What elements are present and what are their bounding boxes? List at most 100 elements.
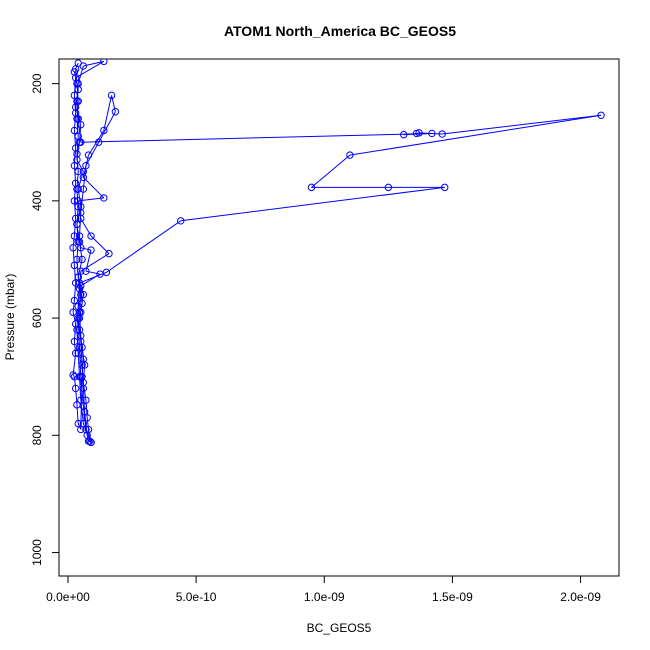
x-tick-label: 5.0e-10 <box>176 590 217 604</box>
series-line-segment <box>311 154 351 188</box>
series-line-segment <box>79 235 82 248</box>
data-point <box>79 355 88 363</box>
data-point <box>102 268 111 277</box>
data-point <box>100 194 108 202</box>
data-point <box>70 126 79 135</box>
data-point <box>87 438 95 447</box>
data-point <box>74 59 82 67</box>
y-axis-label: Pressure (mbar) <box>3 274 17 361</box>
data-point <box>74 132 82 141</box>
series-line-segment <box>85 142 100 166</box>
series-line-segment <box>73 376 77 389</box>
data-point <box>74 238 82 246</box>
series-line-segment <box>75 60 105 79</box>
data-point <box>82 267 90 275</box>
data-point <box>74 97 82 105</box>
data-point <box>82 161 90 170</box>
series-line-segment <box>80 132 432 143</box>
data-point <box>77 425 85 434</box>
data-point <box>74 203 82 211</box>
data-point <box>78 373 86 381</box>
data-point <box>70 373 79 381</box>
data-point <box>79 384 88 393</box>
data-point <box>74 167 82 176</box>
data-point <box>77 214 85 223</box>
data-point <box>346 151 354 159</box>
y-tick-label: 400 <box>30 191 44 211</box>
series-line-segment <box>103 95 113 131</box>
x-tick-label: 1.0e-09 <box>304 590 345 604</box>
series-line-segment <box>72 312 77 325</box>
data-point <box>87 246 95 254</box>
data-point <box>69 371 77 379</box>
series-line-segment <box>349 114 602 156</box>
x-tick-label: 0.0e+00 <box>46 590 90 604</box>
y-tick-label: 600 <box>30 308 44 328</box>
y-axis: 200 400 600 800 1000 <box>30 73 60 566</box>
data-point <box>69 244 77 252</box>
data-point <box>77 396 85 404</box>
data-point <box>400 130 408 139</box>
x-tick-label: 2.0e-09 <box>560 590 601 604</box>
data-point <box>73 220 81 229</box>
data-point <box>70 337 79 346</box>
data-point <box>438 130 446 138</box>
data-point <box>100 126 108 135</box>
data-point <box>75 308 84 316</box>
data-point <box>95 138 103 146</box>
data-point <box>307 183 316 192</box>
series-line-segment <box>82 177 105 199</box>
data-point <box>71 384 80 393</box>
series-line-segment <box>180 186 445 222</box>
series-line-segment <box>85 270 101 275</box>
series-line-segment <box>80 335 84 360</box>
series-line-segment <box>72 235 75 248</box>
data-point <box>74 349 82 357</box>
data-point <box>80 408 89 416</box>
data-point <box>177 217 185 225</box>
series-line-segment <box>72 300 75 313</box>
data-point <box>105 249 113 258</box>
data-point <box>70 161 79 170</box>
data-point <box>73 401 81 409</box>
data-point <box>74 273 82 281</box>
series-line-segment <box>79 271 107 284</box>
data-point <box>71 320 80 328</box>
chart-title: ATOM1 North_America BC_GEOS5 <box>224 23 456 39</box>
data-point <box>107 91 116 100</box>
series-line-segment <box>80 247 92 251</box>
data-point <box>428 129 436 138</box>
data-point <box>74 197 82 205</box>
data-point <box>87 232 95 240</box>
data-point <box>78 255 86 264</box>
data-point <box>75 314 84 322</box>
data-point <box>441 183 449 192</box>
data-point <box>79 290 88 299</box>
series-line-segment <box>88 130 105 156</box>
data-point <box>77 290 85 299</box>
data-point <box>412 129 421 138</box>
data-point <box>70 232 79 240</box>
data-point <box>384 183 393 192</box>
series-line-segment <box>442 114 602 135</box>
data-point <box>73 255 81 264</box>
x-axis: 0.0e+00 5.0e-10 1.0e-09 1.5e-09 2.0e-09 <box>46 575 601 604</box>
data-point <box>73 115 81 123</box>
series-line-segment <box>106 220 182 273</box>
data-point <box>597 111 605 119</box>
series-line-segment <box>98 111 116 143</box>
x-tick-label: 1.5e-09 <box>432 590 473 604</box>
plot-area <box>69 59 605 447</box>
data-point <box>70 91 79 100</box>
series-line-segment <box>79 312 82 336</box>
data-point <box>77 331 85 340</box>
data-point <box>79 173 88 182</box>
x-axis-label: BC_GEOS5 <box>307 621 372 635</box>
data-point <box>84 151 93 159</box>
data-point <box>71 349 80 357</box>
data-point <box>73 185 81 193</box>
data-point <box>73 79 81 88</box>
y-tick-label: 800 <box>30 425 44 445</box>
